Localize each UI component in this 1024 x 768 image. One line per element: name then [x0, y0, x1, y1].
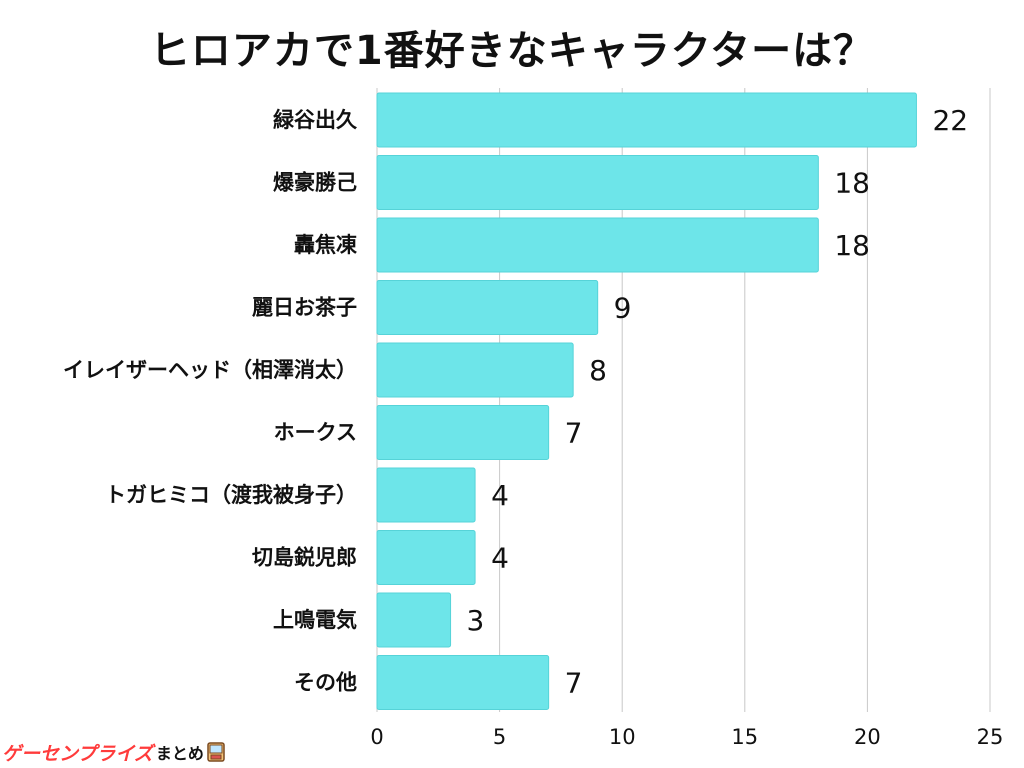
x-axis-ticks: 0 5 10 15 20 25	[370, 725, 1003, 749]
bar	[376, 280, 599, 335]
x-tick-label: 5	[493, 725, 506, 749]
value-label: 4	[491, 542, 509, 575]
category-label: 麗日お茶子	[252, 296, 357, 320]
x-tick-label: 15	[731, 725, 758, 749]
x-tick-label: 25	[977, 725, 1004, 749]
category-label: 切島鋭児郎	[252, 546, 357, 570]
bar	[376, 342, 574, 398]
bar	[376, 655, 550, 710]
category-label: イレイザーヘッド（相澤消太）	[63, 358, 357, 382]
prize-machine-icon	[207, 742, 225, 762]
value-label: 9	[614, 292, 632, 325]
chart-title: ヒロアカで1番好きなキャラクターは？	[149, 28, 875, 74]
value-label: 18	[834, 229, 870, 262]
category-label: 緑谷出久	[273, 108, 357, 132]
labels-layer: 緑谷出久 22 爆豪勝己 18 轟焦凍 18 麗日お茶子 9 イレイザーヘッド（相澤消太） 8 ホー…	[63, 104, 968, 700]
value-label: 8	[589, 354, 607, 387]
value-label: 22	[932, 104, 968, 137]
x-tick-label: 0	[370, 725, 383, 749]
x-tick-label: 10	[609, 725, 636, 749]
x-tick-label: 20	[854, 725, 881, 749]
bar	[376, 405, 550, 460]
category-label: 轟焦凍	[294, 233, 357, 257]
category-label: その他	[294, 671, 357, 695]
category-label: ホークス	[274, 421, 357, 445]
bar	[376, 217, 819, 273]
watermark-logo: ゲーセンプライズ まとめ	[2, 738, 225, 766]
bar	[376, 592, 452, 648]
value-label: 7	[565, 667, 583, 700]
category-label: 上鳴電気	[273, 608, 357, 632]
watermark-sub-text: まとめ	[155, 744, 204, 763]
bar	[376, 530, 476, 585]
bars-layer	[376, 92, 917, 710]
value-label: 7	[565, 417, 583, 450]
bar	[376, 155, 819, 210]
value-label: 18	[834, 167, 870, 200]
bar	[376, 92, 917, 148]
watermark-main-text: ゲーセンプライズ	[2, 742, 153, 765]
bar	[376, 467, 476, 523]
value-label: 3	[467, 604, 485, 637]
category-label: トガヒミコ（渡我被身子）	[105, 483, 357, 507]
value-label: 4	[491, 479, 509, 512]
category-label: 爆豪勝己	[273, 171, 357, 195]
